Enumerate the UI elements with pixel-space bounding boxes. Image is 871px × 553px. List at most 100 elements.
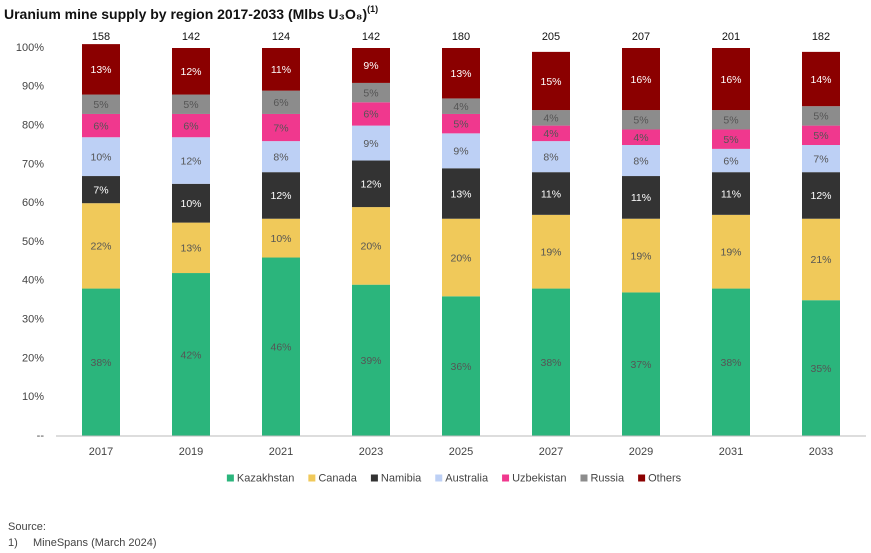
bar-segment (172, 183, 210, 223)
bar-segment (802, 172, 840, 219)
segment-label: 38% (720, 357, 741, 369)
segment-label: 16% (630, 74, 651, 86)
y-tick-label: 40% (22, 275, 44, 287)
y-tick-label: 70% (22, 158, 44, 170)
bar-segment (532, 288, 570, 436)
total-label: 201 (722, 31, 740, 43)
y-tick-label: 20% (22, 352, 44, 364)
y-tick-label: 30% (22, 314, 44, 326)
x-tick-label: 2017 (89, 446, 113, 458)
total-label: 158 (92, 31, 110, 43)
bar-segment (262, 113, 300, 142)
segment-label: 4% (633, 132, 648, 144)
segment-label: 5% (183, 99, 198, 111)
legend-label: Namibia (381, 472, 422, 484)
total-label: 207 (632, 31, 650, 43)
bar-segment (352, 284, 390, 436)
segment-label: 36% (450, 361, 471, 373)
bar-segment (712, 214, 750, 289)
segment-label: 11% (271, 64, 291, 76)
y-tick-label: 90% (22, 81, 44, 93)
bar-segment (802, 106, 840, 126)
legend-swatch (580, 474, 588, 482)
bar-segment (802, 300, 840, 436)
y-tick-label: 80% (22, 120, 44, 132)
segment-label: 8% (633, 155, 648, 167)
segment-label: 14% (810, 74, 831, 86)
segment-label: 35% (810, 363, 831, 375)
segment-label: 16% (720, 74, 741, 86)
segment-label: 6% (273, 97, 288, 109)
segment-label: 11% (631, 192, 651, 204)
legend-swatch (435, 474, 443, 482)
bar-segment (172, 94, 210, 114)
legend-label: Uzbekistan (512, 472, 566, 484)
bar-segment (262, 141, 300, 173)
bar-segment (442, 296, 480, 436)
legend-swatch (226, 474, 234, 482)
bar-segment (262, 172, 300, 219)
segment-label: 5% (453, 118, 468, 130)
title-text: Uranium mine supply by region 2017-2033 … (4, 6, 367, 22)
bar-segment (532, 214, 570, 289)
bar-segment (262, 257, 300, 436)
segment-label: 42% (180, 349, 201, 361)
total-label: 180 (452, 31, 470, 43)
bar-segment (622, 110, 660, 130)
bar-segment (352, 82, 390, 103)
segment-label: 20% (450, 252, 471, 264)
bar-segment (82, 288, 120, 436)
footnote-text: MineSpans (March 2024) (33, 537, 157, 549)
segment-label: 37% (630, 359, 651, 371)
bar-segment (82, 137, 120, 177)
bar-segment (532, 110, 570, 126)
legend-swatch (638, 474, 646, 482)
bar-segment (802, 51, 840, 107)
segment-label: 19% (540, 246, 561, 258)
x-tick-label: 2027 (539, 446, 563, 458)
footnote-marker: 1) (8, 537, 18, 549)
bar-segment (622, 129, 660, 145)
segment-label: 19% (630, 250, 651, 262)
segment-label: 5% (363, 87, 378, 99)
bar-segment (712, 48, 750, 111)
segment-label: 46% (270, 342, 291, 354)
bar-segment (802, 145, 840, 173)
bar-segment (82, 44, 120, 95)
total-label: 182 (812, 31, 830, 43)
bar-segment (352, 48, 390, 83)
segment-label: 5% (633, 115, 648, 127)
title-note: (1) (367, 4, 378, 14)
bar-segment (532, 172, 570, 215)
bar-segment (442, 133, 480, 169)
bar-segment (82, 203, 120, 289)
bar-segment (262, 218, 300, 258)
segment-label: 5% (813, 111, 828, 123)
bar-segment (532, 51, 570, 111)
bar-segment (442, 98, 480, 114)
bar-segment (82, 176, 120, 204)
bar-segment (262, 90, 300, 114)
segment-label: 7% (93, 184, 108, 196)
segment-label: 4% (543, 113, 558, 125)
legend-label: Russia (590, 472, 625, 484)
bar-segment (622, 48, 660, 111)
segment-label: 7% (813, 153, 828, 165)
source-label: Source: (8, 521, 46, 533)
bar-segment (712, 129, 750, 149)
bar-segment (802, 125, 840, 145)
legend-label: Canada (318, 472, 357, 484)
segment-label: 9% (363, 138, 378, 150)
segment-label: 9% (363, 60, 378, 72)
segment-label: 10% (270, 233, 291, 245)
bar-segment (802, 218, 840, 301)
bar-segment (442, 113, 480, 134)
segment-label: 8% (273, 151, 288, 163)
bar-segment (442, 48, 480, 99)
segment-label: 4% (453, 101, 468, 113)
bar-segment (172, 222, 210, 274)
segment-label: 7% (273, 122, 288, 134)
bar-segment (622, 292, 660, 436)
segment-label: 21% (810, 254, 831, 266)
segment-label: 6% (183, 120, 198, 132)
